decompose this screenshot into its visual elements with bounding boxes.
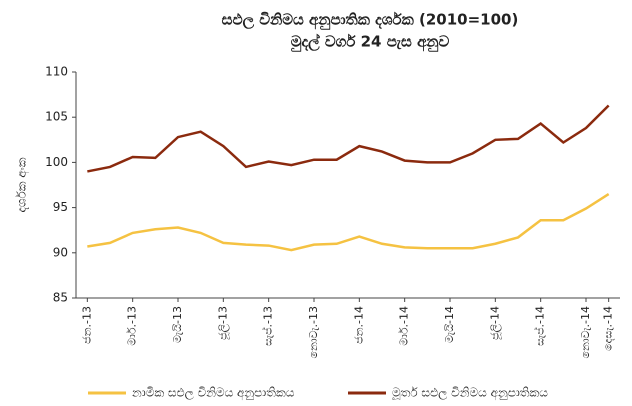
series-line <box>87 104 610 173</box>
y-tick-label: 90 <box>53 245 68 259</box>
x-tick-label: මාර්.-14 <box>398 306 411 346</box>
y-tick-label: 110 <box>45 65 68 79</box>
x-tick-label: සැප්.-13 <box>261 306 275 346</box>
x-tick-label: නොවැ.-13 <box>307 306 320 358</box>
x-tick-label: ජන.-13 <box>80 306 93 344</box>
legend-label: මූර්ත සඵල විනිමය අනුපාතිකය <box>392 386 549 401</box>
x-tick-label: මාර්.-13 <box>126 306 139 346</box>
x-tick-label: දෙසැ.-14 <box>602 306 615 351</box>
x-tick-label: ජන.-14 <box>352 306 365 344</box>
x-tick-label: නොවැ.-14 <box>579 306 592 358</box>
y-axis-label: දර්ශක අංක <box>15 157 30 212</box>
x-tick-label: මැයි-13 <box>171 306 184 343</box>
x-tick-label: මැයි-14 <box>443 306 456 343</box>
y-tick-label: 105 <box>45 110 68 124</box>
y-tick-label: 100 <box>45 155 68 169</box>
series-line <box>87 192 610 252</box>
y-tick-label: 95 <box>53 200 68 214</box>
legend-label: නාමික සඵල විනිමය අනුපාතිකය <box>132 386 295 401</box>
chart-subtitle: මුදල් වර්ග 24 පැස අනුව <box>291 32 450 52</box>
x-tick-label: ජූලි-13 <box>216 306 230 340</box>
x-tick-label: සැප්.-14 <box>533 306 547 346</box>
chart-title: සඵල විනිමය අනුපාතික දර්ශක (2010=100) <box>222 11 519 31</box>
x-tick-label: ජූලි-14 <box>488 306 502 340</box>
y-tick-label: 85 <box>53 291 68 305</box>
